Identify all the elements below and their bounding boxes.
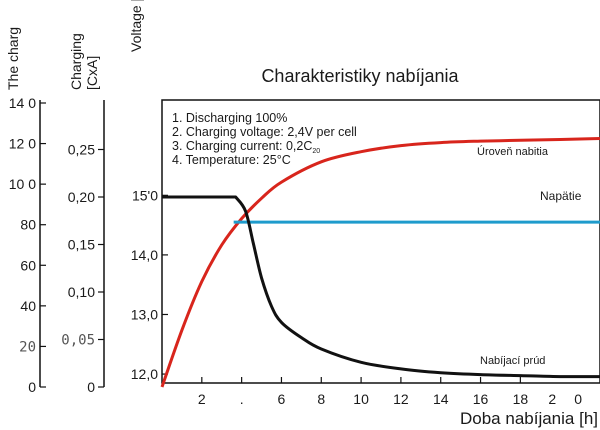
note-4: 4. Temperature: 25°C [172,153,291,167]
axis-label-current-line2: [CxA] [84,56,100,90]
x-tick-label: 0 [574,391,582,407]
current-tick-label: 0,25 [68,142,95,158]
note-1: 1. Discharging 100% [172,111,287,125]
x-tick-label: 14 [433,391,449,407]
voltage-tick-label: 13,0 [131,306,158,322]
current-tick-label: 0,15 [68,237,95,253]
voltage-tick-label: 12,0 [131,366,158,382]
x-tick-label: . [240,391,244,407]
x-tick-label: 8 [317,391,325,407]
x-tick-label: 10 [353,391,369,407]
note-3-text: 3. Charging current: 0,2C [172,139,312,153]
charge-tick-label: 10 0 [9,176,36,192]
axis-label-voltage: Voltage [ [128,0,144,52]
x-tick-label: 2 [198,391,206,407]
x-tick-label: 12 [393,391,409,407]
charge-tick-label: 20 [19,339,36,355]
series-label-charge-level: Úroveň nabitia [477,145,549,158]
note-3: 3. Charging current: 0,2C20 [172,139,320,155]
chart-title: Charakteristiky nabíjania [261,66,459,86]
notes-block: 1. Discharging 100% 2. Charging voltage:… [172,111,357,167]
x-tick-label: 16 [473,391,489,407]
series-label-current: Nabíjací prúd [480,355,545,367]
series-line-current [162,195,600,379]
charge-tick-label: 12 0 [9,136,36,152]
series-label-voltage: Napätie [540,189,582,203]
x-axis-ticks: 2. 6 8 10 12 14 16 18 2 0 [198,377,582,407]
data-series [160,137,600,388]
charge-tick-label: 14 0 [9,95,36,111]
voltage-tick-label: 15'0 [132,187,158,203]
series-line-charge-level [160,137,600,388]
x-axis-label: Doba nabíjania [h] [460,409,598,428]
current-tick-label: 0,20 [68,189,95,205]
axis-label-charge: The charg [5,27,21,90]
x-tick-label: 6 [278,391,286,407]
voltage-tick-label: 14,0 [131,247,158,263]
current-tick-label: 0,10 [68,284,95,300]
current-tick-label: 0,05 [61,333,95,349]
note-3-subscript: 20 [312,148,320,155]
charge-tick-label: 80 [20,217,36,233]
charge-tick-label: 0 [28,379,36,395]
current-tick-label: 0 [87,379,95,395]
x-tick-label: 2 [548,391,556,407]
plot-frame [161,99,600,384]
note-2: 2. Charging voltage: 2,4V per cell [172,125,357,139]
axis-label-current-line1: Charging [68,33,84,90]
charge-tick-label: 60 [20,257,36,273]
x-tick-label: 18 [513,391,529,407]
charge-tick-label: 40 [20,298,36,314]
